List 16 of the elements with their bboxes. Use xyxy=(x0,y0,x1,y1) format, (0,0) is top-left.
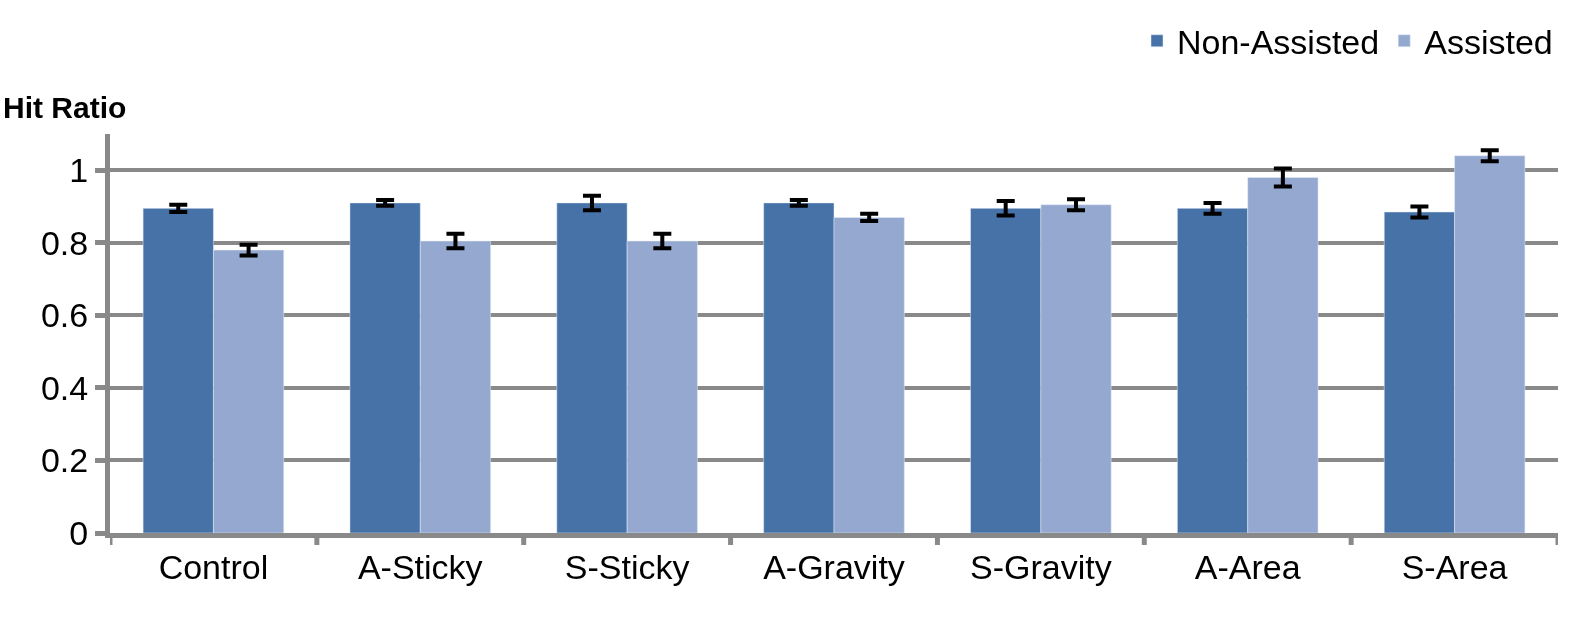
y-tick-label: 0.8 xyxy=(40,223,89,262)
legend-label: Non-Assisted xyxy=(1177,23,1380,62)
x-tick-label: Control xyxy=(158,547,269,586)
y-tick-label: 1 xyxy=(69,151,89,190)
y-tick-label: 0.6 xyxy=(40,296,89,335)
y-tick-label: 0.2 xyxy=(40,441,89,480)
legend-label: Assisted xyxy=(1424,23,1553,62)
x-tick-label: S-Sticky xyxy=(564,547,690,586)
x-tick-label: A-Sticky xyxy=(357,547,483,586)
y-axis-title: Hit Ratio xyxy=(3,91,127,124)
x-tick-label: S-Area xyxy=(1401,547,1508,586)
y-tick-label: 0 xyxy=(69,513,89,552)
x-tick-label: A-Gravity xyxy=(763,547,905,586)
x-tick-label: S-Gravity xyxy=(970,547,1112,586)
x-tick-label: A-Area xyxy=(1194,547,1301,586)
y-tick-label: 0.4 xyxy=(40,368,89,407)
